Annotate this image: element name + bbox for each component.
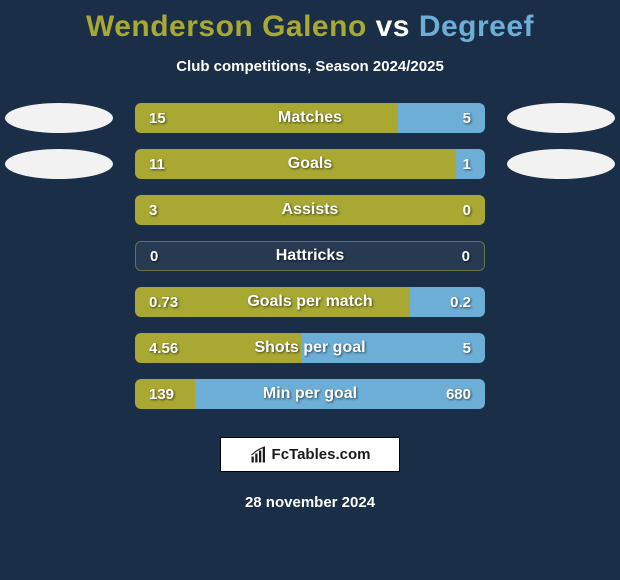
subtitle: Club competitions, Season 2024/2025 <box>0 58 620 75</box>
bar-left-fill <box>135 333 302 363</box>
stat-bar: Goals111 <box>135 149 485 179</box>
bar-left-fill <box>135 379 195 409</box>
bar-left-fill <box>135 149 456 179</box>
stat-row: Hattricks0 0 <box>0 241 620 271</box>
chart-icon <box>250 446 268 464</box>
player2-name: Degreef <box>419 10 534 43</box>
stat-row: Goals per match0.730.2 <box>0 287 620 317</box>
bar-right-fill <box>195 379 485 409</box>
player2-avatar <box>507 149 615 179</box>
stat-bar: Goals per match0.730.2 <box>135 287 485 317</box>
stat-bar: Hattricks0 0 <box>135 241 485 271</box>
bar-left-fill <box>135 103 398 133</box>
comparison-infographic: Wenderson Galeno vs Degreef Club competi… <box>0 0 620 580</box>
bar-right-fill <box>410 287 485 317</box>
stat-rows: Matches155 Goals111 Assists30 Hattricks0 0 Go… <box>0 103 620 409</box>
logo-text: FcTables.com <box>272 446 371 463</box>
player1-avatar <box>5 103 113 133</box>
logo-box: FcTables.com <box>220 437 400 472</box>
stat-bar: Min per goal139680 <box>135 379 485 409</box>
bar-right-fill <box>398 103 485 133</box>
stat-row: Assists30 <box>0 195 620 225</box>
player2-avatar <box>507 103 615 133</box>
player1-avatar <box>5 149 113 179</box>
stat-row: Goals111 <box>0 149 620 179</box>
bar-left-fill <box>135 287 410 317</box>
player1-name: Wenderson Galeno <box>86 10 367 43</box>
footer-date: 28 november 2024 <box>0 494 620 511</box>
vs-text: vs <box>376 10 410 43</box>
stat-bar: Assists30 <box>135 195 485 225</box>
stat-row: Shots per goal4.565 <box>0 333 620 363</box>
stat-bar: Shots per goal4.565 <box>135 333 485 363</box>
stat-value-left: 0 <box>150 242 158 270</box>
stat-value-right: 0 <box>462 242 470 270</box>
stat-bar: Matches155 <box>135 103 485 133</box>
stat-row: Min per goal139680 <box>0 379 620 409</box>
bar-left-fill <box>135 195 485 225</box>
bar-right-fill <box>456 149 485 179</box>
page-title: Wenderson Galeno vs Degreef <box>0 0 620 44</box>
stat-label: Hattricks <box>136 242 484 270</box>
stat-row: Matches155 <box>0 103 620 133</box>
bar-right-fill <box>302 333 485 363</box>
